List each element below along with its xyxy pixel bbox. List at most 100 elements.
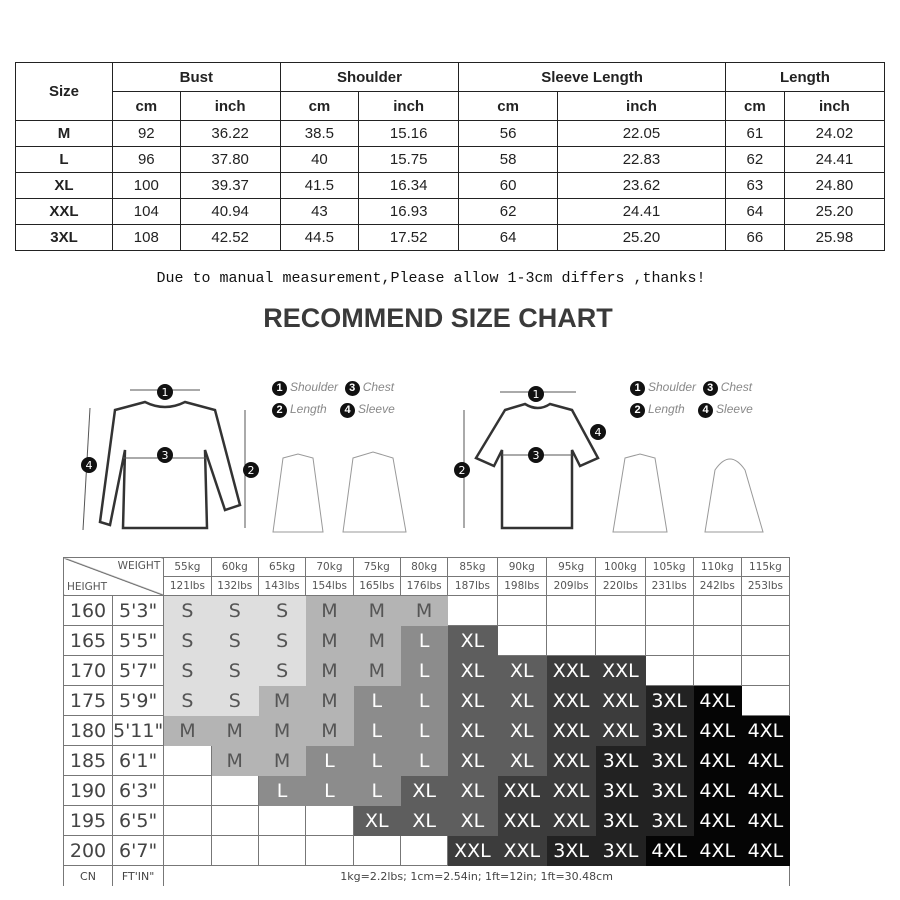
size-cell: 3XL <box>644 715 694 746</box>
size-cell: L <box>305 775 354 806</box>
size-cell: L <box>399 685 449 716</box>
group-header: Shoulder <box>279 62 460 92</box>
weight-kg-header: 55kg <box>163 557 212 577</box>
value-cell: 61 <box>724 120 785 147</box>
size-cell: M <box>257 685 307 716</box>
value-cell: 16.34 <box>358 172 460 199</box>
size-cell: XXL <box>545 655 597 686</box>
size-cell: 4XL <box>740 745 791 776</box>
size-cell: XL <box>447 775 498 806</box>
legend-item: 2 Length <box>272 402 327 418</box>
size-cell: XXL <box>496 835 547 866</box>
size-cell: M <box>352 625 401 656</box>
unit-header: inch <box>783 91 886 121</box>
value-cell: 15.16 <box>358 120 460 147</box>
legend-item: 2 Length <box>630 402 685 418</box>
value-cell: 24.80 <box>783 172 886 199</box>
size-cell: XL <box>447 745 498 776</box>
value-cell: 25.98 <box>783 224 886 251</box>
legend-item: 3 Chest <box>344 380 394 396</box>
size-cell: 3XL <box>595 745 646 776</box>
size-cell: 3XL <box>595 805 646 836</box>
size-cell: L <box>352 745 401 776</box>
size-cell <box>305 805 354 836</box>
measurement-table: Size Bust Shoulder Sleeve Length Length cm inc… <box>15 62 886 251</box>
size-cell: 3XL <box>595 835 646 866</box>
size-cell: L <box>352 685 401 716</box>
size-cell: L <box>15 146 113 173</box>
value-cell: 104 <box>112 198 181 225</box>
value-cell: 25.20 <box>783 198 886 225</box>
value-cell: 108 <box>112 224 181 251</box>
weight-kg-header: 65kg <box>257 557 307 577</box>
size-cell <box>210 775 259 806</box>
size-cell: XXL <box>545 775 597 806</box>
value-cell: 58 <box>458 146 559 173</box>
size-cell: M <box>257 745 307 776</box>
size-cell: L <box>399 745 449 776</box>
weight-kg-header: 80kg <box>399 557 449 577</box>
weight-lbs-header: 187lbs <box>447 576 498 596</box>
height-cm: 190 <box>63 775 113 806</box>
height-ft: 6'1" <box>111 745 165 776</box>
legend-item: 4 Sleeve <box>698 402 753 418</box>
size-cell <box>595 595 646 626</box>
size-cell: XL <box>447 715 498 746</box>
size-cell: XL <box>447 655 498 686</box>
size-cell <box>447 595 498 626</box>
size-cell: XL <box>447 625 498 656</box>
height-weight-size-grid: WEIGHT HEIGHT 55kg 60kg 65kg 70kg 75kg 80kg 85kg… <box>62 557 791 886</box>
value-cell: 62 <box>724 146 785 173</box>
size-cell <box>163 775 212 806</box>
size-cell: S <box>257 595 307 626</box>
weight-kg-header: 60kg <box>210 557 259 577</box>
svg-text:4: 4 <box>595 426 602 439</box>
height-cm: 175 <box>63 685 113 716</box>
size-cell <box>545 625 597 656</box>
height-cm: 195 <box>63 805 113 836</box>
size-cell: L <box>399 715 449 746</box>
value-cell: 23.62 <box>557 172 726 199</box>
size-cell: L <box>352 775 401 806</box>
group-header: Length <box>724 62 886 92</box>
height-ft: 6'3" <box>111 775 165 806</box>
weight-lbs-header: 231lbs <box>644 576 694 596</box>
weight-lbs-header: 176lbs <box>399 576 449 596</box>
weight-kg-header: 75kg <box>352 557 401 577</box>
weight-kg-header: 95kg <box>545 557 597 577</box>
table-row: XL 100 39.37 41.5 16.34 60 23.62 63 24.80 <box>15 172 886 199</box>
height-cm: 165 <box>63 625 113 656</box>
size-cell: XL <box>447 685 498 716</box>
value-cell: 24.41 <box>557 198 726 225</box>
legend-item: 1 Shoulder <box>630 380 696 396</box>
size-cell: XXL <box>595 685 646 716</box>
weight-lbs-header: 209lbs <box>545 576 597 596</box>
value-cell: 24.41 <box>783 146 886 173</box>
size-cell: 3XL <box>644 775 694 806</box>
long-sleeve-shirt-illustration: 1 3 2 4 <box>81 384 259 531</box>
svg-text:4: 4 <box>86 459 93 472</box>
size-cell: S <box>257 655 307 686</box>
size-cell <box>692 625 742 656</box>
size-cell <box>496 595 547 626</box>
size-cell: XXL <box>15 198 113 225</box>
size-cell: XL <box>399 775 449 806</box>
size-cell: 3XL <box>15 224 113 251</box>
height-ft: 5'9" <box>111 685 165 716</box>
unit-header: cm <box>458 91 559 121</box>
size-cell <box>305 835 354 866</box>
group-header: Sleeve Length <box>458 62 726 92</box>
value-cell: 25.20 <box>557 224 726 251</box>
size-cell: XL <box>496 685 547 716</box>
value-cell: 96 <box>112 146 181 173</box>
svg-text:3: 3 <box>533 449 540 462</box>
height-row: 195 6'5" XL XL XL XXL XXL 3XL 3XL 4XL 4XL <box>63 805 791 836</box>
size-cell: XXL <box>496 775 547 806</box>
height-row: 160 5'3" S S S M M M <box>63 595 791 626</box>
size-cell: M <box>352 595 401 626</box>
height-row: 180 5'11" M M M M L L XL XL XXL XXL 3XL 4XL 4XL <box>63 715 791 746</box>
value-cell: 36.22 <box>179 120 281 147</box>
size-cell <box>163 745 212 776</box>
size-cell <box>210 835 259 866</box>
